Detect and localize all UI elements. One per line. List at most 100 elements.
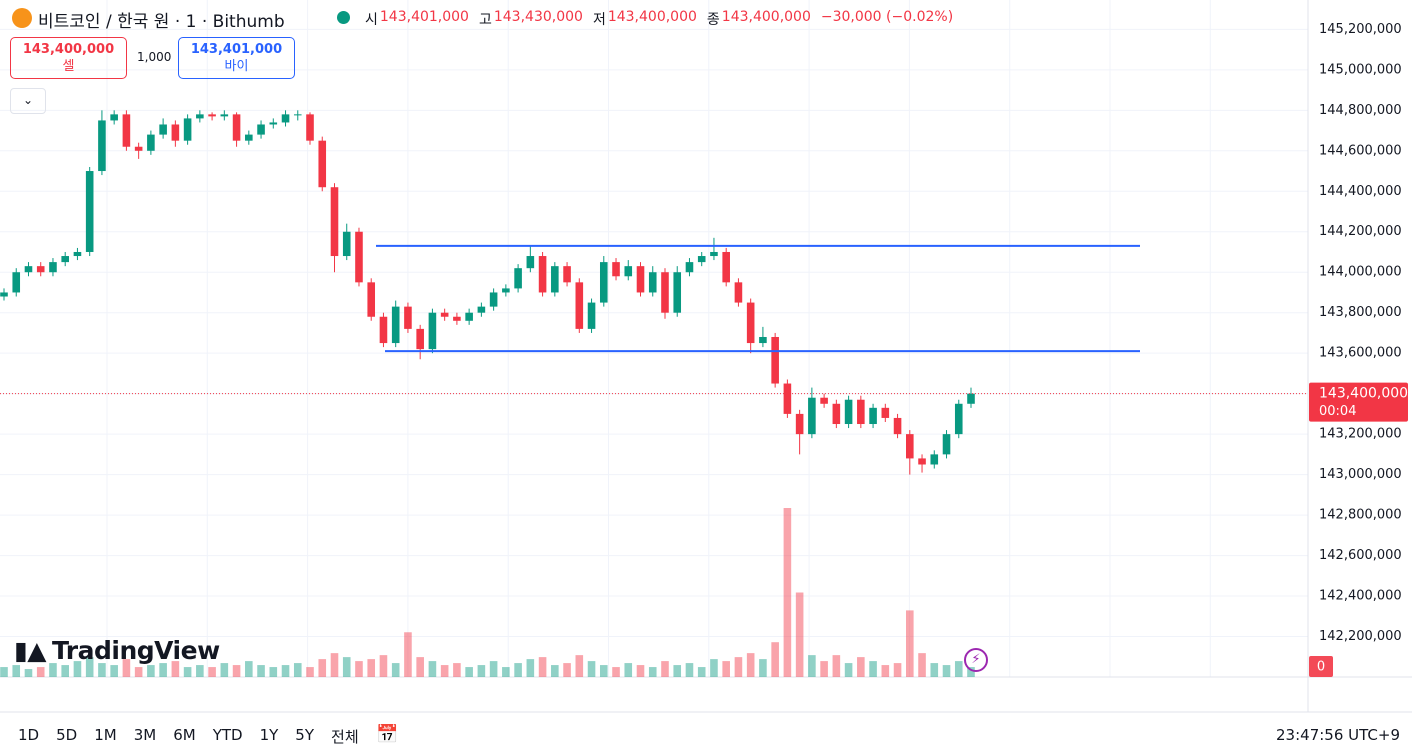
candle-body <box>85 171 94 252</box>
y-tick-label: 142,800,000 <box>1319 508 1402 523</box>
quantity[interactable]: 1,000 <box>137 50 172 64</box>
y-tick-label: 143,200,000 <box>1319 427 1402 442</box>
period-button[interactable]: 1M <box>94 726 117 744</box>
candle-body <box>330 187 339 257</box>
volume-label: 0 <box>1317 660 1325 675</box>
volume-bar <box>147 665 155 677</box>
volume-bar <box>942 665 951 677</box>
candle-body <box>734 282 743 303</box>
buy-button[interactable]: 143,401,000 바이 <box>178 37 295 79</box>
candle-body <box>379 316 388 344</box>
volume-bar <box>722 661 730 677</box>
collapse-button[interactable]: ⌄ <box>10 88 46 114</box>
coin-icon <box>12 8 32 28</box>
candle-body <box>61 256 69 263</box>
candle-body <box>36 266 45 273</box>
volume-bar <box>893 663 902 677</box>
candle-body <box>759 336 767 344</box>
last-price-label: 143,400,000 <box>1319 386 1408 402</box>
y-tick-label: 143,000,000 <box>1319 467 1402 482</box>
candle-body <box>293 114 302 116</box>
label: 시 <box>365 12 378 28</box>
period-button[interactable]: 1D <box>18 726 40 744</box>
volume-bar <box>330 653 339 677</box>
value: 143,400,000 <box>607 9 697 25</box>
label: 고 <box>478 12 492 28</box>
volume-bar <box>465 667 473 677</box>
volume-bar <box>367 659 376 677</box>
y-tick-label: 142,600,000 <box>1319 548 1402 563</box>
volume-bar <box>624 663 633 677</box>
sell-button[interactable]: 143,400,000 셀 <box>10 37 127 79</box>
y-tick-label: 144,800,000 <box>1319 103 1402 118</box>
ohlc: 시 143,401,000 고 143,430,000 저 143,400,000 종… <box>365 9 953 29</box>
period-button[interactable]: 5D <box>56 726 78 744</box>
candle-body <box>857 399 865 425</box>
volume-bar <box>12 665 21 677</box>
volume-bar <box>526 659 535 677</box>
candle-body <box>318 140 327 188</box>
y-tick-label: 144,000,000 <box>1319 265 1402 280</box>
candle-body <box>563 266 571 283</box>
candle-body <box>257 124 265 135</box>
period-button[interactable]: 전체 <box>331 728 359 746</box>
candle-body <box>98 120 106 172</box>
candle-body <box>832 403 841 425</box>
label: 종 <box>706 12 720 28</box>
value: 143,401,000 <box>379 9 469 25</box>
volume-bar <box>808 655 816 677</box>
flash-icon[interactable]: ⚡ <box>964 648 988 672</box>
volume-bar <box>122 659 131 677</box>
candle-body <box>648 272 657 293</box>
symbol[interactable]: 비트코인 / 한국 원 · 1 · Bithumb <box>38 12 285 32</box>
volume-bar <box>685 663 694 677</box>
candle-body <box>208 114 216 117</box>
volume-bar <box>673 665 682 677</box>
candle-body <box>12 272 21 293</box>
candle-body <box>342 231 351 257</box>
volume-bar <box>85 657 94 677</box>
candle-body <box>24 266 33 273</box>
candle-body <box>722 251 730 283</box>
value: 143,430,000 <box>493 9 583 25</box>
candle-body <box>599 262 608 303</box>
period-button[interactable]: 3M <box>133 726 157 744</box>
volume-bar <box>355 661 363 677</box>
volume-bar <box>159 663 167 677</box>
period-button[interactable]: 5Y <box>295 726 315 744</box>
logo-text: TradingView <box>51 636 220 665</box>
candle-body <box>245 134 253 141</box>
candle-body <box>551 266 559 293</box>
period-button[interactable]: 1Y <box>259 726 279 744</box>
volume-bar <box>110 665 118 677</box>
volume-bar <box>636 665 645 677</box>
candle-body <box>502 288 510 293</box>
candle-body <box>918 458 926 465</box>
volume-bar <box>318 659 327 677</box>
volume-bar <box>73 661 82 677</box>
period-button[interactable]: 6M <box>173 726 196 744</box>
status-dot <box>337 11 350 24</box>
volume-bar <box>24 669 33 677</box>
period-button[interactable]: YTD <box>212 726 243 744</box>
y-tick-label: 142,400,000 <box>1319 589 1402 604</box>
clock[interactable]: 23:47:56 UTC+9 <box>1276 726 1400 744</box>
candle-body <box>942 434 951 455</box>
volume-bar <box>795 592 804 677</box>
candle-body <box>869 407 877 425</box>
volume-bar <box>954 661 963 677</box>
volume-bar <box>379 655 388 677</box>
volume-bar <box>61 665 69 677</box>
volume-bar <box>502 667 510 677</box>
volume-bar <box>0 667 8 677</box>
volume-bar <box>881 665 890 677</box>
candle-body <box>220 114 229 117</box>
candle-body <box>489 292 498 307</box>
candle-body <box>746 302 755 344</box>
candle-body <box>477 306 486 313</box>
volume-bar <box>134 667 143 677</box>
candle-body <box>624 266 633 277</box>
date-range-icon[interactable]: 📅 <box>376 724 399 745</box>
candle-body <box>710 251 718 257</box>
candle-body <box>930 454 939 465</box>
